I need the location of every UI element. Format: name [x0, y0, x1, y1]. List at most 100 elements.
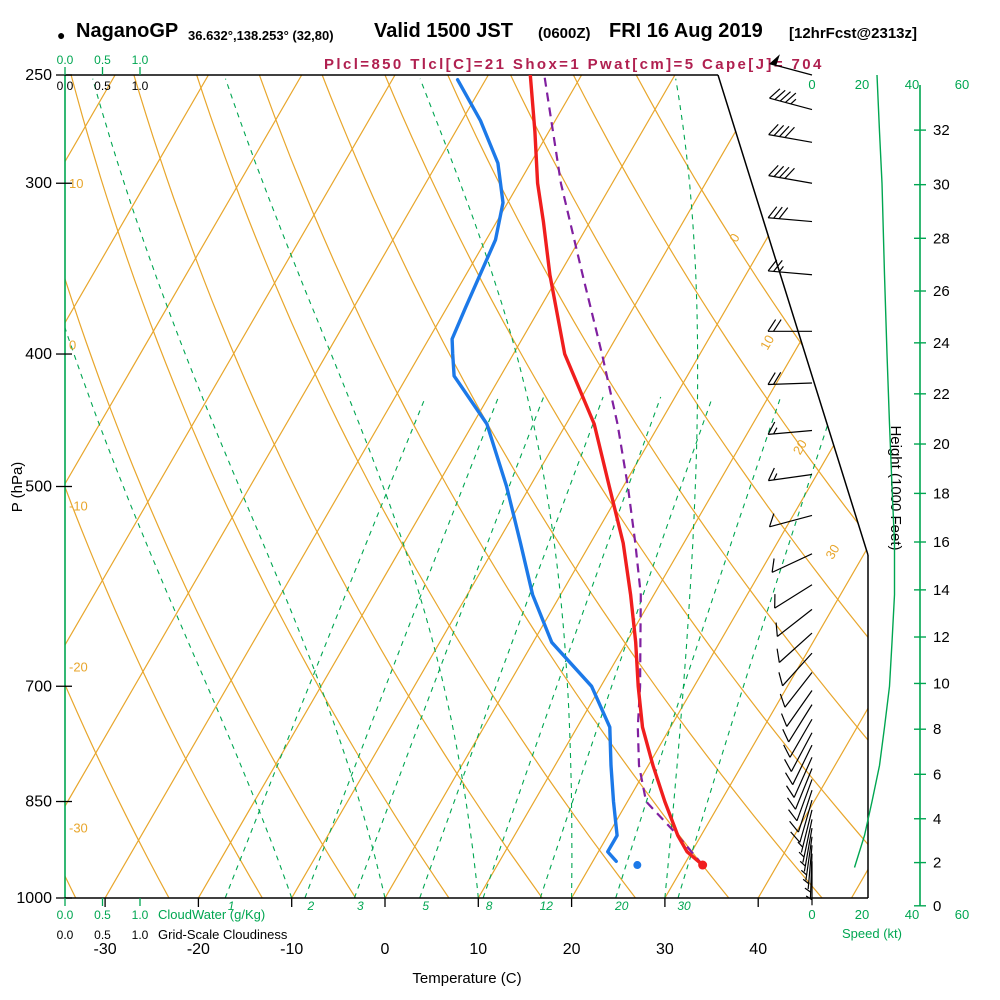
mixing-ratio-label: 5: [422, 899, 429, 913]
wind-barb-full: [784, 759, 792, 772]
diagonal-border: [717, 74, 869, 556]
cloudwater-scale-top: 1.0: [132, 53, 149, 67]
height-tick-label: 28: [933, 230, 950, 247]
mixing-ratio-label: 12: [540, 899, 554, 913]
moist-adiabat-line: [419, 78, 573, 898]
isotherm-line: [664, 75, 868, 898]
speed-scale-label: 60: [955, 77, 969, 92]
wind-barb-full: [788, 809, 798, 822]
temp-tick-label: 30: [656, 941, 674, 958]
pressure-tick-label: 400: [25, 346, 52, 363]
forecast-tag: [12hrFcst@2313z]: [789, 25, 918, 42]
station-bullet-icon: ●: [57, 27, 66, 43]
mixing-ratio-label: 1: [228, 899, 235, 913]
height-axis-title: Height (1000 Feet): [887, 425, 904, 550]
wind-barb-full: [782, 728, 790, 743]
wind-barb-full: [776, 648, 780, 663]
wind-barb-full: [789, 820, 799, 833]
isotherm-line: [65, 75, 489, 898]
wind-barb-full: [767, 206, 778, 219]
wind-barb-staff: [768, 429, 813, 435]
speed-axis-title: Speed (kt): [842, 926, 902, 941]
isotherm-left-label: 0: [69, 337, 76, 352]
isotherm-line: [65, 75, 396, 898]
wind-barb-full: [785, 785, 795, 798]
wind-barb-staff: [805, 836, 813, 881]
wind-barb-half: [802, 878, 810, 885]
speed-scale-label: 0: [808, 907, 815, 922]
wind-barb-full: [773, 206, 783, 219]
isotherm-diagonal-label: 0: [726, 231, 743, 245]
wind-barb-staff: [768, 134, 813, 143]
temp-tick-label: 20: [563, 941, 581, 958]
height-tick-label: 20: [933, 436, 950, 453]
wind-barb-full: [780, 713, 788, 727]
station-name: NaganoGP: [76, 20, 179, 42]
height-tick-label: 2: [933, 855, 941, 872]
height-tick-label: 24: [933, 335, 950, 352]
wind-barb-full: [767, 372, 776, 385]
wind-barb-staff: [807, 845, 813, 890]
wind-barb-full: [785, 92, 797, 103]
dry-adiabat-line: [258, 75, 730, 898]
cloudwater-scale-bottom: 0.5: [94, 908, 111, 922]
wind-barb-half: [773, 473, 778, 481]
mixing-ratio-label: 8: [486, 899, 493, 913]
skewt-grid: [65, 75, 868, 898]
wind-barb-staff: [786, 690, 813, 727]
temp-tick-label: 10: [469, 941, 487, 958]
wind-barb-staff: [776, 608, 813, 637]
wind-barb-staff: [809, 853, 813, 898]
surface-temperature-dot: [698, 860, 708, 870]
mixing-ratio-line: [482, 396, 662, 898]
mixing-ratio-line: [224, 396, 427, 898]
height-tick-label: 0: [933, 898, 941, 915]
isotherm-line: [477, 75, 868, 898]
cloudwater-axis-title: CloudWater (g/Kg): [158, 907, 265, 922]
isotherm-diagonal-label: 10: [757, 332, 777, 352]
moist-adiabat-line: [92, 78, 386, 898]
wind-barb-staff: [768, 270, 813, 276]
wind-barb-staff: [799, 799, 813, 843]
dry-adiabat-line: [635, 75, 868, 898]
pressure-tick-label: 250: [25, 67, 52, 84]
wind-barb-full: [779, 125, 790, 137]
dry-adiabat-line: [196, 75, 636, 898]
pressure-tick-label: 300: [25, 175, 52, 192]
sounding-indices: Plcl=850 Tlcl[C]=21 Shox=1 Pwat[cm]=5 Ca…: [324, 56, 824, 73]
wind-barb-full: [784, 772, 794, 786]
wind-barb-full: [778, 672, 784, 686]
speed-scale-label: 40: [905, 907, 919, 922]
pressure-tick-label: 1000: [16, 890, 52, 907]
parcel-trace: [543, 75, 704, 866]
wind-barb-full: [769, 88, 781, 99]
dry-adiabat-line: [65, 75, 263, 898]
wind-barb-staff: [797, 790, 813, 833]
dry-adiabat-line: [133, 75, 543, 898]
dry-adiabat-line: [510, 75, 868, 898]
wind-barb-full: [768, 123, 779, 136]
height-tick-label: 4: [933, 811, 941, 828]
wind-barb-staff: [782, 652, 813, 687]
speed-scale-label: 20: [855, 907, 869, 922]
wind-barb-full: [779, 91, 791, 102]
wind-barb-staff: [769, 63, 813, 76]
wind-barb-staff: [768, 473, 813, 482]
valid-zulu-time: (0600Z): [538, 25, 591, 42]
wind-barb-full: [768, 513, 775, 528]
wind-barb-half: [804, 887, 812, 893]
isotherm-line: [65, 75, 209, 898]
mixing-ratio-label: 30: [677, 899, 691, 913]
dry-adiabat-line: [384, 75, 868, 898]
wind-barb-full: [767, 259, 778, 272]
wind-barb-staff: [803, 828, 813, 872]
wind-barb-full: [772, 319, 782, 332]
wind-barb-staff: [796, 779, 813, 822]
height-tick-label: 32: [933, 122, 950, 139]
height-tick-label: 10: [933, 675, 950, 692]
wind-barb-full: [767, 319, 777, 332]
wind-barb-half: [800, 869, 808, 876]
wind-barb-staff: [802, 819, 813, 863]
mixing-ratio-line: [304, 396, 500, 898]
dry-adiabat-line: [572, 75, 868, 898]
